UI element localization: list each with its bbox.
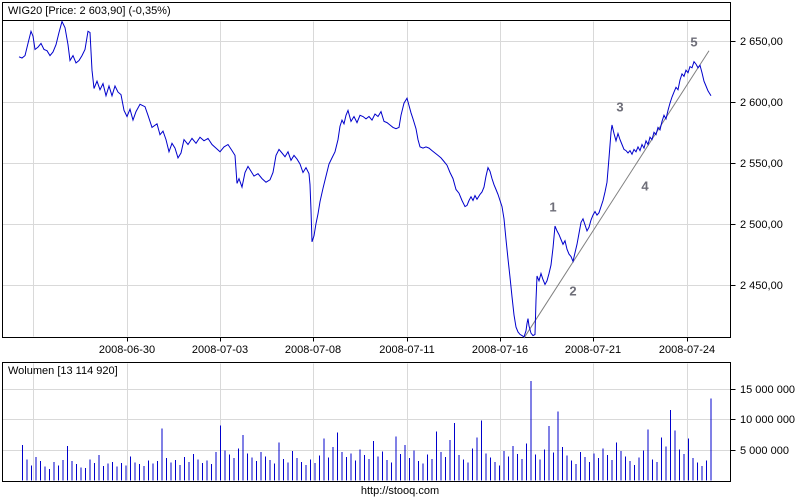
date-axis-label: 2008-07-24 [658, 344, 716, 356]
price-axis-label: 2 600,00 [740, 96, 783, 109]
volume-axis-label: 10 000 000 [740, 413, 796, 426]
wave-label-2: 2 [569, 283, 577, 299]
price-axis-label: 2 500,00 [740, 218, 783, 231]
date-axis-label: 2008-07-21 [564, 344, 622, 356]
price-axis-label: 2 550,00 [740, 157, 783, 170]
date-axis-label: 2008-07-16 [471, 344, 529, 356]
date-axis-label: 2008-07-08 [284, 344, 342, 356]
price-panel-border [2, 2, 731, 338]
date-axis-label: 2008-06-30 [98, 344, 156, 356]
source-url: http://stooq.com [360, 485, 440, 497]
wave-label-4: 4 [641, 178, 649, 194]
volume-panel-border [2, 362, 731, 482]
wave-label-5: 5 [690, 34, 698, 50]
price-axis-label: 2 650,00 [740, 35, 783, 48]
date-axis-label: 2008-07-11 [379, 344, 435, 356]
volume-axis-label: 5 000 000 [740, 444, 789, 457]
trend-line [523, 50, 710, 339]
price-line [18, 20, 712, 338]
price-panel-title: WIG20 [Price: 2 603,90] (-0,35%) [8, 5, 171, 17]
wave-label-3: 3 [616, 99, 624, 115]
date-axis-label: 2008-07-03 [191, 344, 249, 356]
volume-axis-label: 15 000 000 [740, 383, 796, 396]
price-axis-label: 2 450,00 [740, 279, 783, 292]
wave-label-1: 1 [549, 199, 557, 215]
volume-panel-title: Wolumen [13 114 920] [8, 365, 118, 377]
